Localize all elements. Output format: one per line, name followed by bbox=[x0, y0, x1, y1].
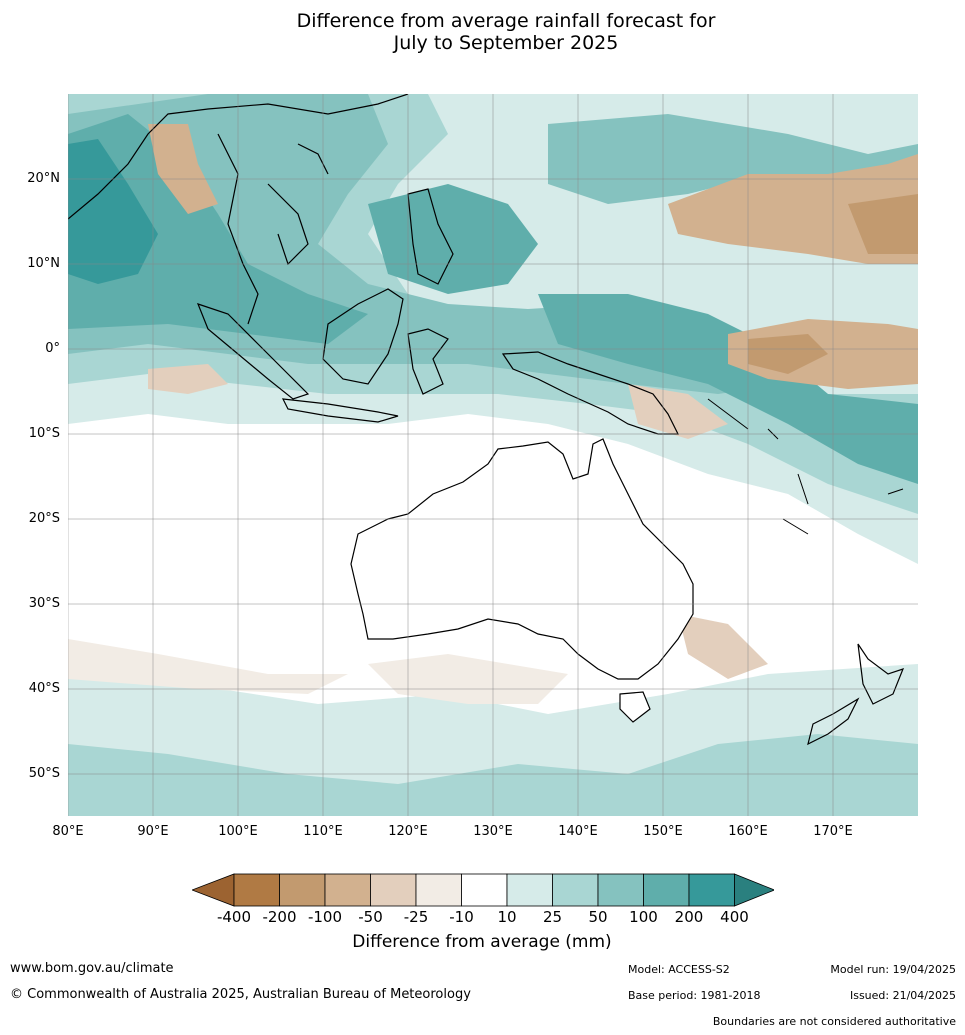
colorbar-swatch bbox=[324, 873, 371, 907]
lon-label-90e: 90°E bbox=[137, 824, 169, 839]
colorbar-tick-label: 25 bbox=[542, 908, 563, 926]
lat-label-0: 0° bbox=[45, 341, 60, 356]
lon-label-160e: 160°E bbox=[728, 824, 768, 839]
anomaly-zone-southern-indian-dry bbox=[68, 639, 348, 694]
colorbar-swatch bbox=[643, 873, 690, 907]
colorbar-swatch bbox=[415, 873, 462, 907]
lon-label-100e: 100°E bbox=[218, 824, 258, 839]
anomaly-zone-pacific-dry-equator-core bbox=[748, 334, 828, 374]
sulawesi-landmass bbox=[407, 328, 449, 395]
footer-issued: Issued: 21/04/2025 bbox=[849, 989, 956, 1002]
anomaly-zone-pacific-dry-north-core bbox=[848, 194, 918, 254]
anomaly-zone-maritime-dark bbox=[368, 184, 538, 294]
colorbar-swatch bbox=[370, 873, 417, 907]
anomaly-zone-indian-dry bbox=[148, 364, 228, 394]
lon-label-130e: 130°E bbox=[473, 824, 513, 839]
lat-label-20n: 20°N bbox=[27, 171, 60, 186]
lat-label-40s: 40°S bbox=[28, 681, 60, 696]
colorbar bbox=[192, 873, 774, 907]
colorbar-tick-label: 400 bbox=[720, 908, 749, 926]
lon-label-150e: 150°E bbox=[643, 824, 683, 839]
lon-label-140e: 140°E bbox=[558, 824, 598, 839]
anomaly-zone-png-dark bbox=[538, 294, 918, 484]
java-landmass bbox=[281, 398, 399, 423]
footer-model: Model: ACCESS-S2 bbox=[628, 963, 730, 976]
anomaly-zone-myanmar-dry bbox=[148, 124, 218, 214]
anomaly-zone-coral-sea-dry bbox=[628, 384, 728, 439]
anomaly-zone-pacific-north bbox=[548, 114, 918, 204]
lon-label-80e: 80°E bbox=[52, 824, 84, 839]
colorbar-tick-label: -50 bbox=[358, 908, 383, 926]
vanuatu-fiji-islands bbox=[782, 473, 904, 535]
rainfall-map bbox=[68, 94, 918, 816]
lon-label-170e: 170°E bbox=[813, 824, 853, 839]
colorbar-tick-label: 200 bbox=[674, 908, 704, 926]
colorbar-extend-high bbox=[734, 873, 774, 907]
colorbar-swatch bbox=[279, 873, 326, 907]
new-zealand-north bbox=[857, 643, 905, 705]
colorbar-tick-label: -400 bbox=[216, 908, 252, 926]
anomaly-zone-tropics-dark bbox=[68, 114, 368, 344]
footer-disclaimer: Boundaries are not considered authoritat… bbox=[712, 1015, 956, 1028]
se-asia-mainland bbox=[68, 94, 409, 325]
title-line-2: July to September 2025 bbox=[393, 32, 619, 54]
borneo-landmass bbox=[322, 288, 404, 385]
footer-model-run: Model run: 19/04/2025 bbox=[830, 963, 956, 976]
anomaly-zone-pacific-dry-north bbox=[668, 154, 918, 264]
colorbar-tick-label: -200 bbox=[262, 908, 297, 926]
australia-landmass bbox=[350, 438, 694, 680]
lat-label-50s: 50°S bbox=[28, 766, 60, 781]
colorbar-swatch bbox=[506, 873, 553, 907]
anomaly-zone-indian-darkest bbox=[68, 139, 158, 284]
lat-label-10n: 10°N bbox=[27, 256, 60, 271]
colorbar-title: Difference from average (mm) bbox=[352, 932, 612, 952]
colorbar-swatch bbox=[233, 873, 280, 907]
lat-label-10s: 10°S bbox=[28, 426, 60, 441]
colorbar-swatch bbox=[552, 873, 599, 907]
colorbar-swatch bbox=[461, 873, 508, 907]
lon-label-120e: 120°E bbox=[388, 824, 428, 839]
lat-label-30s: 30°S bbox=[28, 596, 60, 611]
philippines-landmass bbox=[407, 188, 454, 285]
footer-base-period: Base period: 1981-2018 bbox=[628, 989, 761, 1002]
colorbar-extend-low bbox=[192, 873, 235, 907]
map-gridlines bbox=[68, 94, 918, 816]
footer-copyright: © Commonwealth of Australia 2025, Austra… bbox=[10, 987, 471, 1002]
anomaly-zone-tasman-dry bbox=[678, 614, 768, 679]
colorbar-tick-label: -25 bbox=[403, 908, 429, 926]
tasmania-landmass bbox=[619, 691, 651, 723]
lon-label-110e: 110°E bbox=[303, 824, 343, 839]
sumatra-landmass bbox=[196, 303, 310, 400]
colorbar-tick-label: -10 bbox=[449, 908, 474, 926]
title-line-1: Difference from average rainfall forecas… bbox=[296, 10, 716, 32]
colorbar-tick-label: 100 bbox=[629, 908, 658, 926]
anomaly-zone-south-australia-dry bbox=[368, 654, 568, 704]
colorbar-tick-label: 50 bbox=[588, 908, 608, 926]
colorbar-swatch bbox=[688, 873, 735, 907]
lat-label-20s: 20°S bbox=[28, 511, 60, 526]
colorbar-swatch bbox=[597, 873, 644, 907]
map-title: Difference from average rainfall forecas… bbox=[0, 10, 965, 54]
footer-website: www.bom.gov.au/climate bbox=[10, 961, 174, 976]
colorbar-tick-label: 10 bbox=[497, 908, 517, 926]
colorbar-tick-label: -100 bbox=[307, 908, 343, 926]
